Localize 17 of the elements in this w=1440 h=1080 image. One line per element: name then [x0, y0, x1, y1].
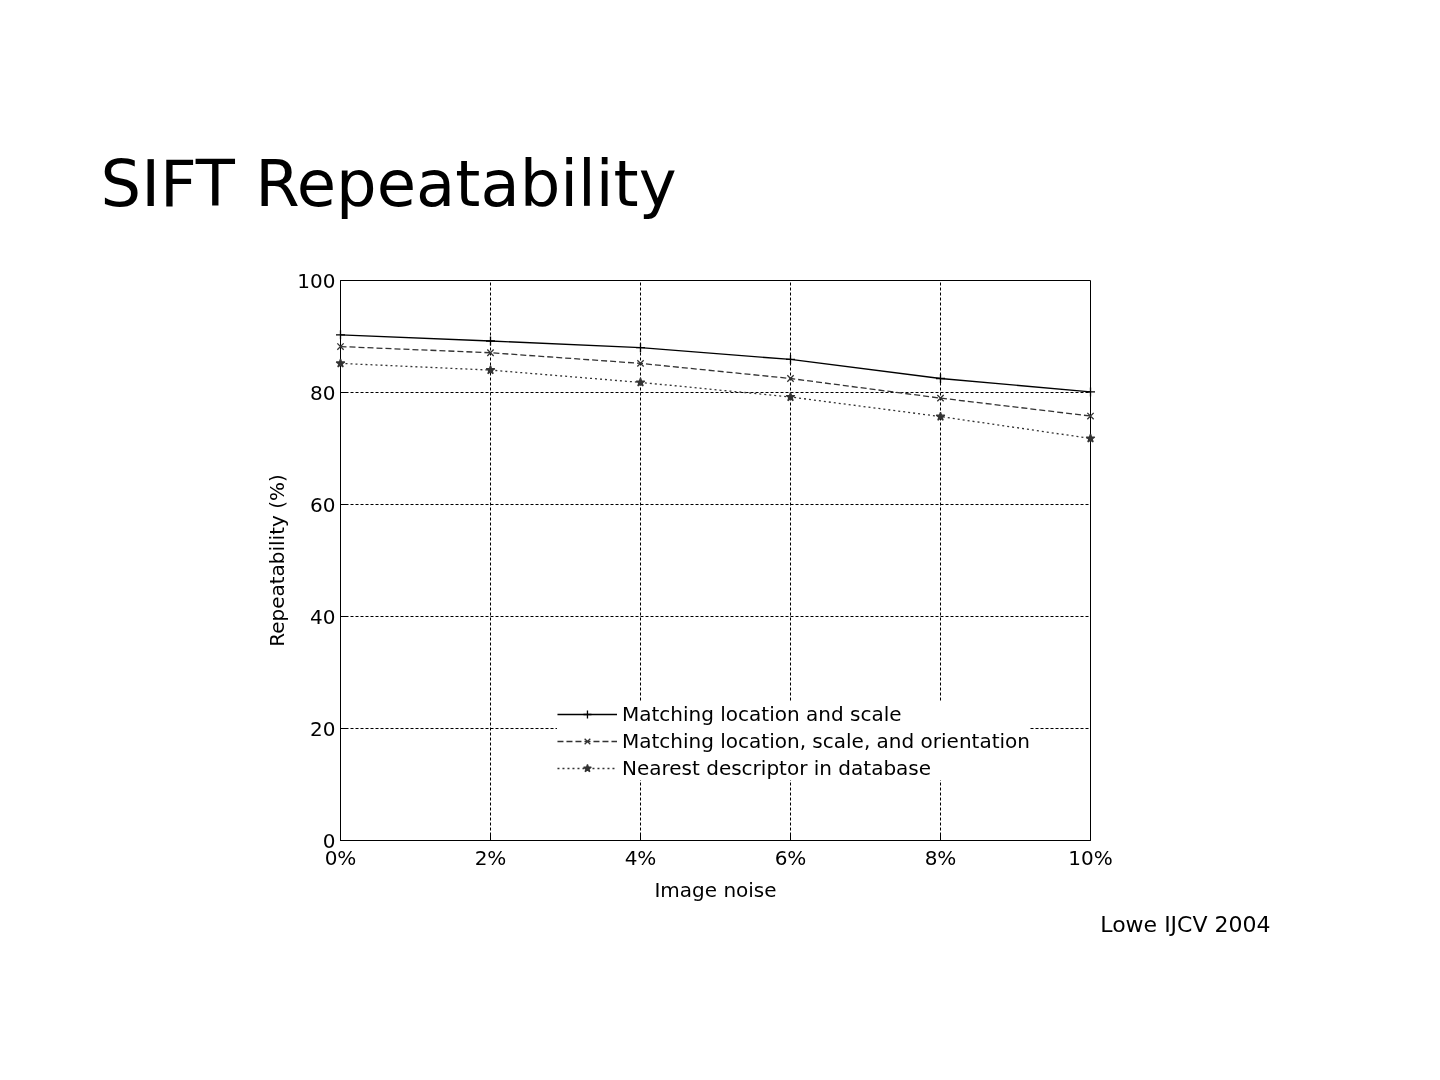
- y-tick-label: 20: [310, 716, 336, 741]
- text: Lowe IJCV 2004: [1100, 911, 1271, 937]
- chart-title: SIFT Repeatability: [100, 146, 677, 221]
- y-tick-label: 40: [310, 604, 336, 629]
- legend-label: Matching location and scale: [621, 702, 902, 726]
- x-tick-label: 6%: [774, 845, 807, 870]
- x-tick-label: 10%: [1068, 845, 1113, 870]
- legend-label: Nearest descriptor in database: [621, 756, 932, 780]
- x-tick-label: 4%: [624, 845, 657, 870]
- y-tick-label: 80: [310, 380, 336, 405]
- x-tick-label: 8%: [924, 845, 957, 870]
- y-tick-label: 60: [310, 492, 336, 517]
- x-axis-title: Image noise: [654, 877, 777, 902]
- y-tick-label: 100: [297, 268, 336, 293]
- legend-label: Matching location, scale, and orientation: [621, 729, 1030, 753]
- y-axis-title: Repeatability (%): [265, 474, 290, 647]
- x-tick-label: 2%: [474, 845, 507, 870]
